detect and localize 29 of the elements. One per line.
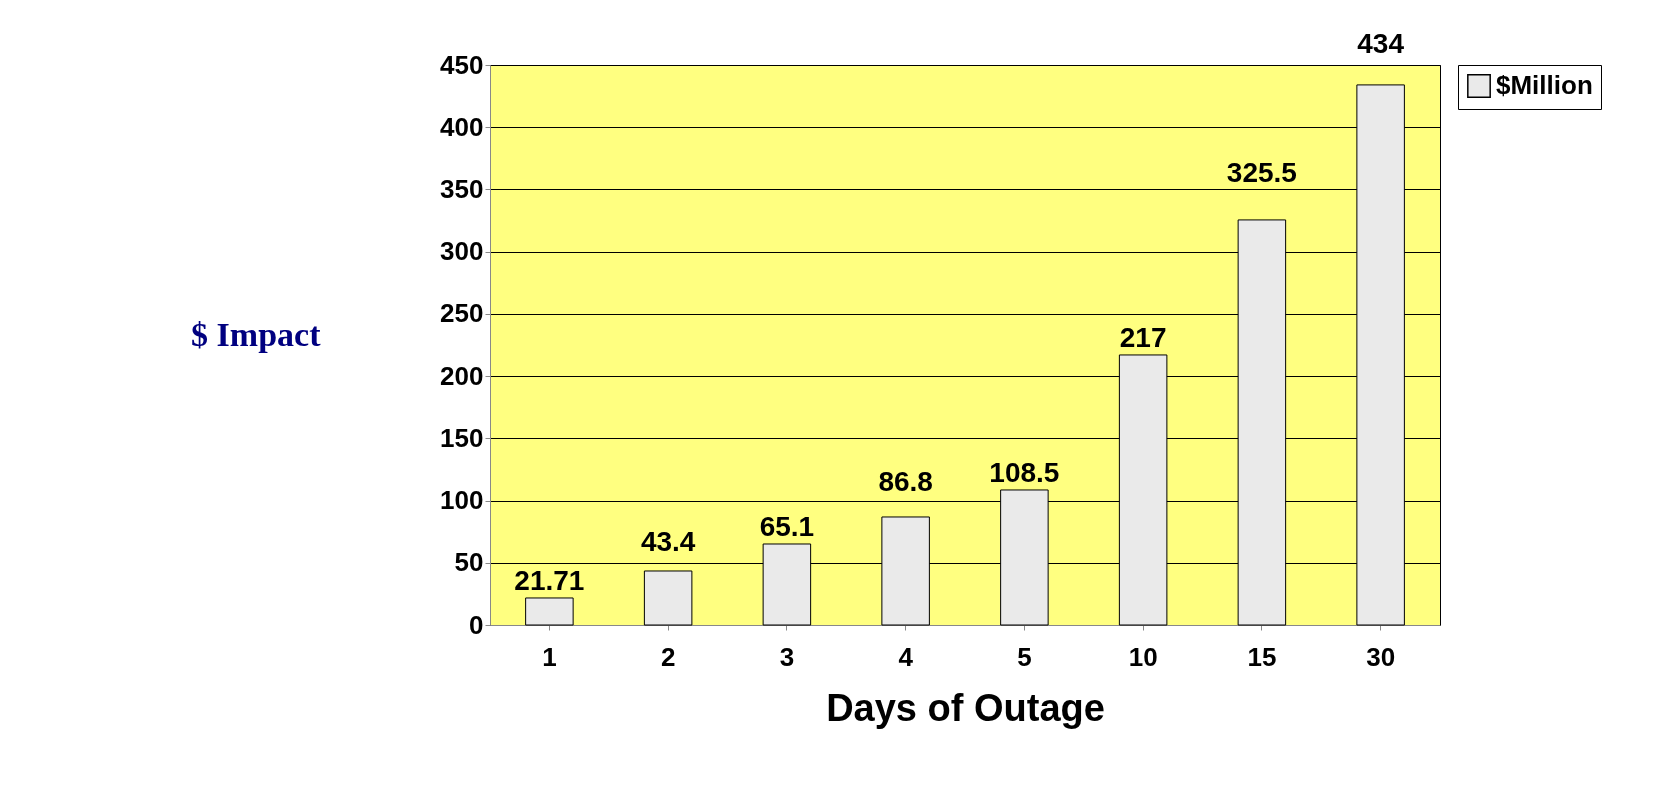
data-label: 325.5: [1226, 156, 1297, 188]
data-label: 43.4: [640, 525, 696, 557]
x-tick-label: 5: [1017, 641, 1032, 672]
x-tick-label: 1: [542, 641, 557, 672]
y-tick-label: 0: [469, 609, 484, 640]
x-tick-label: 4: [898, 641, 914, 672]
y-tick-label: 200: [440, 360, 484, 391]
data-label: 86.8: [878, 465, 933, 497]
x-tick-label: 2: [660, 641, 676, 672]
y-axis-title: $ Impact: [191, 315, 322, 353]
x-tick-label: 3: [779, 641, 795, 672]
x-tick-label: 10: [1128, 641, 1158, 672]
data-label: 108.5: [989, 456, 1060, 488]
legend-label: $Million: [1496, 70, 1593, 100]
y-tick-label: 100: [440, 485, 484, 516]
x-tick-label: 15: [1247, 641, 1277, 672]
data-label: 21.71: [514, 564, 585, 596]
y-tick-label: 50: [454, 547, 484, 578]
data-label: 434: [1357, 27, 1405, 59]
y-tick-label: 450: [440, 49, 484, 80]
y-tick-label: 150: [440, 422, 484, 453]
y-tick-label: 250: [440, 298, 484, 329]
y-tick-label: 400: [440, 111, 484, 142]
x-axis-title: Days of Outage: [826, 686, 1105, 729]
y-tick-label: 300: [440, 236, 484, 267]
data-label: 65.1: [759, 510, 815, 542]
x-tick-label: 30: [1366, 641, 1396, 672]
y-tick-label: 350: [440, 173, 484, 204]
data-label: 217: [1119, 321, 1167, 353]
